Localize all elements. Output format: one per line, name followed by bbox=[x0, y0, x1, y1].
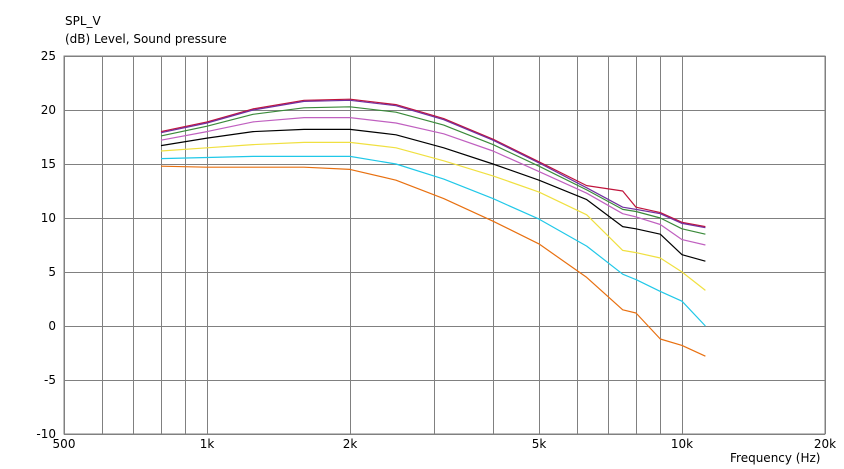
y-tick-label: 20 bbox=[41, 103, 56, 117]
series-line-2 bbox=[160, 99, 706, 229]
y-tick-label: 10 bbox=[41, 211, 56, 225]
y-tick-labels: 25 20 15 10 5 0 -5 -10 bbox=[36, 49, 56, 441]
y-tick-label: 25 bbox=[41, 49, 56, 63]
x-tick-labels: 500 1k 2k 5k 10k 20k bbox=[53, 437, 837, 451]
x-tick-label: 1k bbox=[200, 437, 215, 451]
x-tick-label: 500 bbox=[53, 437, 76, 451]
grid bbox=[64, 56, 826, 435]
y-axis-unit-label: (dB) Level, Sound pressure bbox=[65, 32, 227, 46]
series-line-3 bbox=[160, 106, 706, 235]
x-tick-label: 20k bbox=[814, 437, 836, 451]
x-tick-label: 2k bbox=[343, 437, 358, 451]
series-line-4 bbox=[160, 116, 706, 246]
y-tick-label: 15 bbox=[41, 157, 56, 171]
series-line-6 bbox=[160, 141, 706, 291]
series-line-8 bbox=[160, 165, 706, 357]
series-group bbox=[160, 98, 706, 357]
series-line-7 bbox=[160, 155, 706, 327]
y-tick-label: 5 bbox=[48, 265, 56, 279]
series-line-5 bbox=[160, 128, 706, 262]
series-line-1 bbox=[160, 98, 706, 228]
plot-frame bbox=[63, 55, 826, 435]
y-axis-quantity-name: SPL_V bbox=[65, 14, 101, 28]
y-tick-label: -5 bbox=[44, 373, 56, 387]
y-tick-label: 0 bbox=[48, 319, 56, 333]
y-tick-label: -10 bbox=[36, 427, 56, 441]
x-axis-label: Frequency (Hz) bbox=[730, 451, 821, 465]
x-tick-label: 5k bbox=[532, 437, 547, 451]
x-tick-label: 10k bbox=[671, 437, 693, 451]
